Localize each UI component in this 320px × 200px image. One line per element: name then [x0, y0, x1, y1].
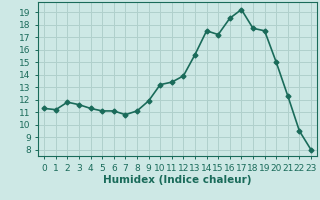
X-axis label: Humidex (Indice chaleur): Humidex (Indice chaleur)	[103, 175, 252, 185]
